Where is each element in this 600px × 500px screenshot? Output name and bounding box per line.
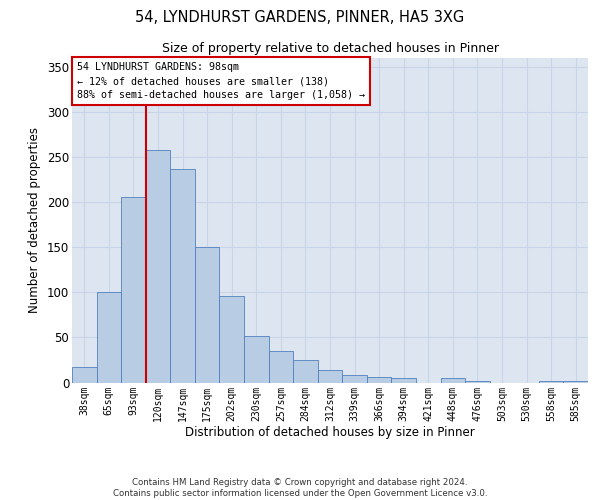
Bar (539, 380, 563, 382)
Y-axis label: Number of detached properties: Number of detached properties (28, 127, 41, 313)
Text: Contains HM Land Registry data © Crown copyright and database right 2024.
Contai: Contains HM Land Registry data © Crown c… (113, 478, 487, 498)
Bar (121, 198, 146, 382)
Bar (97, 292, 121, 382)
Bar (465, 380, 490, 382)
Bar (269, 351, 293, 382)
Text: 54 LYNDHURST GARDENS: 98sqm
← 12% of detached houses are smaller (138)
88% of se: 54 LYNDHURST GARDENS: 98sqm ← 12% of det… (77, 62, 365, 100)
Bar (367, 377, 391, 382)
Bar (220, 296, 244, 382)
Bar (391, 378, 416, 382)
Bar (563, 380, 588, 382)
Bar (342, 376, 367, 382)
Bar (318, 370, 342, 382)
Bar (293, 360, 318, 382)
Bar (195, 247, 220, 382)
Text: 54, LYNDHURST GARDENS, PINNER, HA5 3XG: 54, LYNDHURST GARDENS, PINNER, HA5 3XG (136, 10, 464, 25)
Bar (146, 150, 170, 382)
Bar (244, 336, 269, 382)
Bar (170, 170, 195, 382)
X-axis label: Distribution of detached houses by size in Pinner: Distribution of detached houses by size … (185, 426, 475, 439)
Bar (440, 378, 465, 382)
Bar (72, 367, 97, 382)
Title: Size of property relative to detached houses in Pinner: Size of property relative to detached ho… (161, 42, 499, 55)
